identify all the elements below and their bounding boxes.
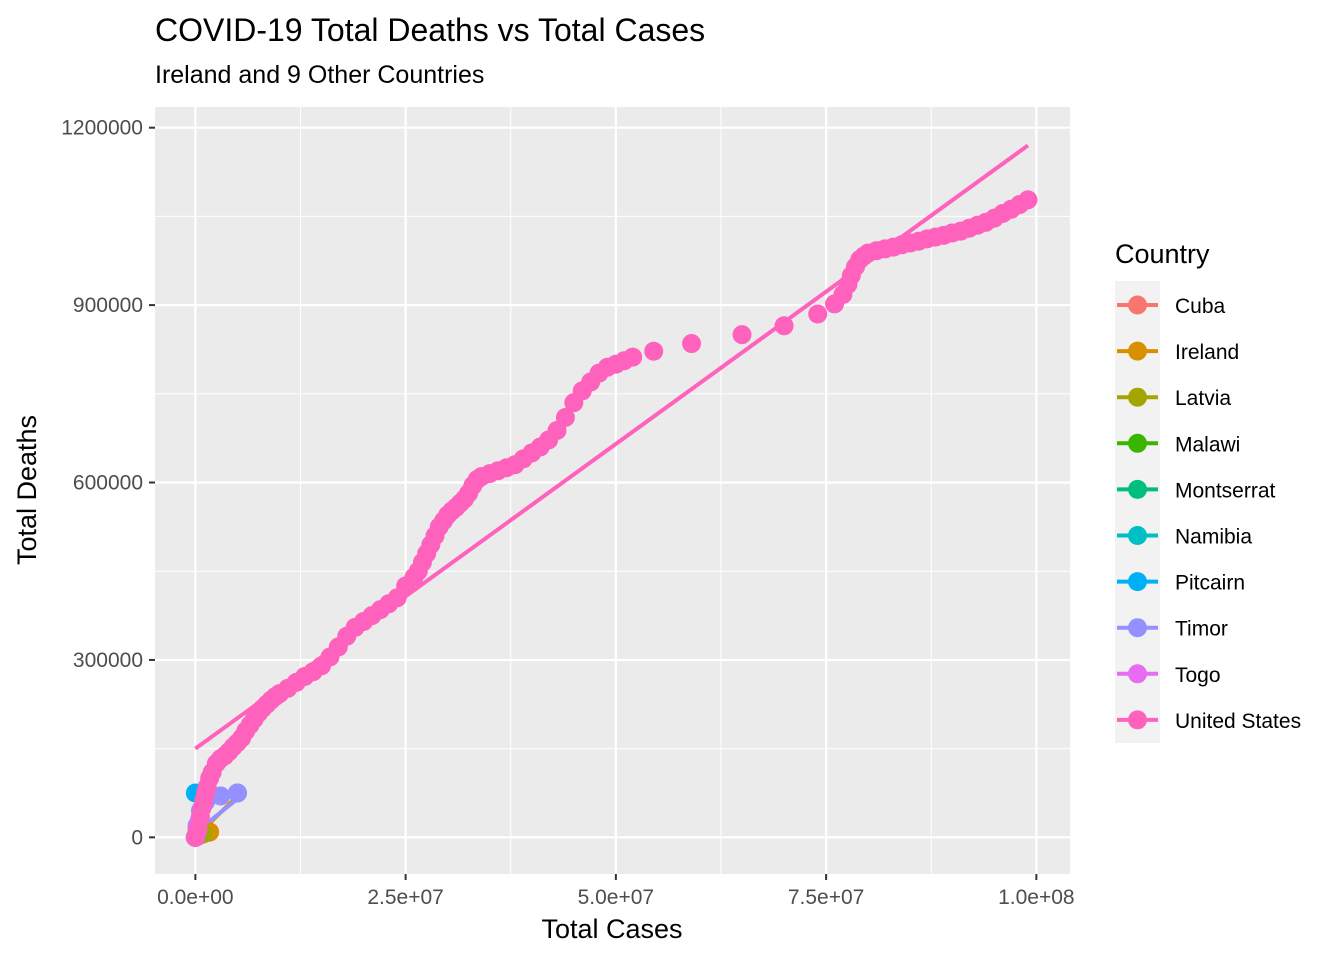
x-tick-label: 2.5e+07: [367, 886, 444, 909]
y-tick-label: 1200000: [61, 117, 143, 140]
data-point: [644, 341, 664, 361]
data-point: [682, 334, 702, 354]
major-gridlines: [155, 107, 1070, 874]
x-tick-label: 7.5e+07: [788, 886, 865, 909]
y-axis: 0 300000 600000 900000 1200000: [61, 117, 155, 849]
data-point: [623, 347, 643, 367]
x-tick-label: 0.0e+00: [157, 886, 234, 909]
chart-title: COVID-19 Total Deaths vs Total Cases: [155, 12, 705, 48]
legend-label: Cuba: [1175, 295, 1226, 318]
x-tick-label: 5.0e+07: [578, 886, 655, 909]
plot-panel: [155, 107, 1070, 874]
legend: Country Cuba Ireland Latvia Malawi Montserra…: [1115, 239, 1301, 743]
data-point: [774, 316, 794, 336]
x-axis: 0.0e+00 2.5e+07 5.0e+07 7.5e+07 1.0e+08: [157, 874, 1075, 909]
data-point: [227, 783, 247, 803]
data-point: [732, 325, 752, 345]
data-point: [211, 786, 231, 806]
data-point: [1018, 190, 1038, 210]
legend-label: Namibia: [1175, 526, 1252, 549]
data-point: [555, 407, 575, 427]
y-tick-label: 0: [131, 826, 143, 849]
legend-title: Country: [1115, 239, 1210, 269]
y-tick-label: 600000: [73, 472, 143, 495]
legend-label: Malawi: [1175, 433, 1240, 456]
y-tick-label: 300000: [73, 649, 143, 672]
y-tick-label: 900000: [73, 294, 143, 317]
data-points: [185, 190, 1038, 847]
legend-key-point: [1128, 341, 1147, 361]
legend-key-point: [1128, 664, 1147, 684]
legend-label: United States: [1175, 710, 1301, 733]
legend-key-point: [1128, 526, 1147, 545]
legend-key-point: [1128, 387, 1147, 407]
x-axis-title: Total Cases: [541, 914, 682, 944]
legend-key-point: [1128, 710, 1147, 730]
data-point: [808, 304, 828, 324]
legend-key-point: [1128, 479, 1147, 499]
chart-subtitle: Ireland and 9 Other Countries: [155, 61, 484, 89]
legend-key-point: [1128, 618, 1147, 638]
legend-label: Montserrat: [1175, 479, 1276, 502]
legend-label: Pitcairn: [1175, 572, 1245, 595]
legend-label: Latvia: [1175, 387, 1231, 410]
x-tick-label: 1.0e+08: [998, 886, 1075, 909]
legend-label: Timor: [1175, 618, 1228, 641]
legend-label: Togo: [1175, 664, 1221, 687]
y-axis-title: Total Deaths: [12, 415, 42, 565]
legend-keys: Cuba Ireland Latvia Malawi Montserrat Namibia…: [1115, 281, 1301, 743]
legend-key-point: [1128, 295, 1147, 315]
legend-label: Ireland: [1175, 341, 1239, 364]
legend-key-point: [1128, 572, 1147, 592]
legend-key-point: [1128, 433, 1147, 453]
